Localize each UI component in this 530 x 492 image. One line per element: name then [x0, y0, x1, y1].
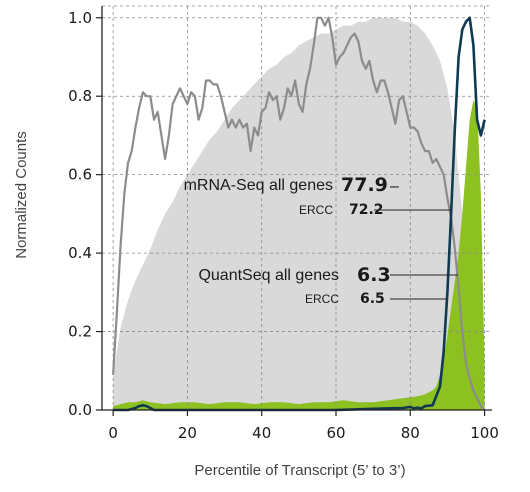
y-tick-label: 0.0 [68, 401, 92, 419]
x-axis-label: Percentile of Transcript (5’ to 3’) [194, 462, 405, 479]
y-axis-label: Normalized Counts [13, 131, 30, 259]
annotation-value: 77.9 [341, 174, 388, 196]
annotation-label: ERCC [299, 203, 333, 217]
series-line-1 [112, 16, 486, 411]
series-area-2 [113, 100, 485, 410]
series-area-0 [113, 17, 485, 411]
annotation-value: 6.3 [357, 264, 391, 286]
axes-layer: 0 20 40 60 80 100 0.0 0.2 0.4 0.6 0.8 1.0 [68, 6, 499, 442]
y-tick-label: 0.8 [68, 87, 92, 105]
annotation-label: ERCC [305, 292, 339, 306]
annotation-label: QuantSeq all genes [198, 267, 339, 284]
x-tick-label: 80 [401, 424, 420, 442]
annotation-dash: – [390, 178, 399, 195]
y-tick-label: 0.2 [68, 323, 92, 341]
series-layer [113, 17, 485, 411]
line-layer [112, 16, 486, 412]
y-tick-label: 0.4 [68, 244, 92, 262]
annotation-layer: mRNA-Seq all genes 77.9 ERCC 72.2 QuantSeq a… [184, 174, 458, 307]
y-tick-label: 0.6 [68, 166, 92, 184]
series-line-3 [113, 16, 486, 412]
x-tick-label: 0 [108, 424, 118, 442]
x-tick-label: 100 [470, 424, 499, 442]
annotation-label: mRNA-Seq all genes [184, 177, 333, 194]
annotation-value: 6.5 [360, 291, 385, 307]
x-tick-label: 20 [178, 424, 197, 442]
x-tick-label: 40 [252, 424, 271, 442]
y-tick-label: 1.0 [68, 9, 92, 27]
x-tick-label: 60 [326, 424, 345, 442]
annotation-value: 72.2 [349, 202, 384, 218]
grid-layer [102, 5, 492, 410]
